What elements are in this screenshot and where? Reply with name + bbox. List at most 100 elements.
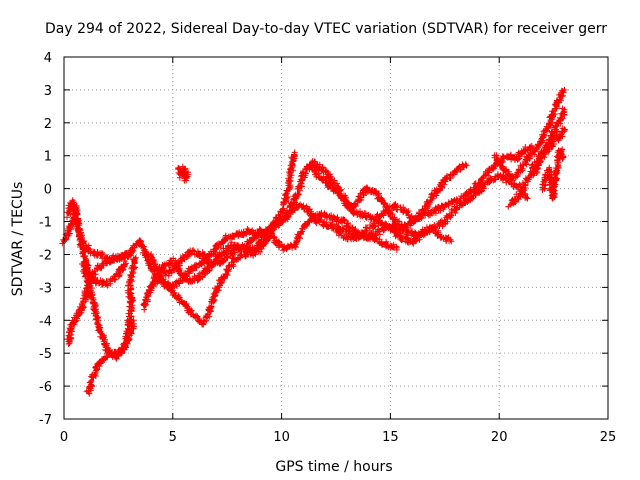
data-point <box>343 220 346 223</box>
data-point <box>554 174 557 177</box>
data-point <box>411 220 414 223</box>
data-point <box>443 220 446 223</box>
data-point <box>232 250 235 253</box>
data-point <box>465 164 468 167</box>
data-point <box>197 276 200 279</box>
data-point <box>365 237 368 239</box>
data-point <box>400 237 403 239</box>
data-point <box>348 207 351 210</box>
data-point <box>539 158 542 161</box>
data-point <box>171 260 174 263</box>
series-track-16 <box>175 163 192 184</box>
data-point <box>313 161 316 164</box>
data-point <box>563 128 566 131</box>
data-point <box>435 190 438 193</box>
data-point <box>393 204 396 207</box>
data-point <box>102 358 105 361</box>
data-point <box>128 289 131 292</box>
y-tick-label: 1 <box>44 150 52 165</box>
data-point <box>561 158 564 161</box>
data-point <box>465 194 468 197</box>
data-point <box>143 306 146 309</box>
data-point <box>391 217 394 220</box>
data-point <box>404 210 407 213</box>
data-point <box>123 345 126 348</box>
data-point <box>356 200 359 203</box>
data-point <box>337 230 340 233</box>
data-point <box>271 237 274 239</box>
y-tick-label: -1 <box>39 216 52 231</box>
data-point <box>78 233 81 236</box>
data-point <box>165 273 168 276</box>
y-tick-label: -3 <box>39 281 52 296</box>
data-point <box>339 194 342 197</box>
data-point <box>354 230 357 233</box>
data-point <box>73 204 76 207</box>
data-point <box>345 237 348 239</box>
data-point <box>439 233 442 236</box>
data-point <box>293 151 296 154</box>
data-point <box>110 279 113 282</box>
data-point <box>134 243 137 246</box>
data-point <box>445 177 448 180</box>
data-point <box>365 187 368 190</box>
data-point <box>102 283 105 286</box>
data-point <box>121 266 124 269</box>
data-point <box>356 237 359 239</box>
data-point <box>533 174 536 177</box>
data-point <box>493 154 496 157</box>
data-point <box>247 230 250 233</box>
data-point <box>424 207 427 210</box>
data-point <box>128 253 131 256</box>
data-point <box>552 111 555 114</box>
data-point <box>134 256 137 259</box>
data-point <box>208 266 211 269</box>
plot-frame <box>63 56 609 420</box>
data-point <box>215 246 218 249</box>
series-track-9 <box>150 158 470 287</box>
data-point <box>232 260 235 263</box>
data-point <box>517 194 520 197</box>
data-point <box>559 148 562 151</box>
data-point <box>546 128 549 131</box>
data-point <box>82 263 85 266</box>
y-axis-label: SDTVAR / TECUs <box>10 182 26 297</box>
series-track-15 <box>539 146 567 202</box>
data-point <box>450 240 453 243</box>
data-point <box>180 279 183 282</box>
data-point <box>454 200 457 203</box>
data-point <box>193 315 196 318</box>
data-point <box>308 164 311 167</box>
data-point <box>476 190 479 193</box>
series-track-12 <box>491 86 568 184</box>
data-point <box>519 167 522 170</box>
data-point <box>150 286 153 289</box>
data-point <box>332 217 335 220</box>
data-point <box>498 174 501 177</box>
data-point <box>332 181 335 184</box>
series-track-14 <box>530 125 569 179</box>
data-point <box>184 306 187 309</box>
chart-title: Day 294 of 2022, Sidereal Day-to-day VTE… <box>45 21 607 37</box>
data-point <box>548 167 551 170</box>
data-point <box>487 171 490 174</box>
data-point <box>67 230 70 233</box>
x-tick-label: 10 <box>273 430 290 445</box>
data-point <box>374 217 377 220</box>
data-point <box>274 223 277 226</box>
data-point <box>530 144 533 147</box>
data-point <box>465 200 468 203</box>
data-point <box>537 144 540 147</box>
data-point <box>509 204 512 207</box>
x-tick-label: 20 <box>491 430 508 445</box>
data-point <box>263 243 266 246</box>
data-point <box>200 253 203 256</box>
data-point <box>506 154 509 157</box>
data-point <box>559 95 562 98</box>
data-point <box>226 237 229 239</box>
data-point <box>128 319 131 322</box>
data-point <box>456 167 459 170</box>
data-point <box>352 210 355 213</box>
data-point <box>454 207 457 210</box>
data-point <box>230 243 233 246</box>
